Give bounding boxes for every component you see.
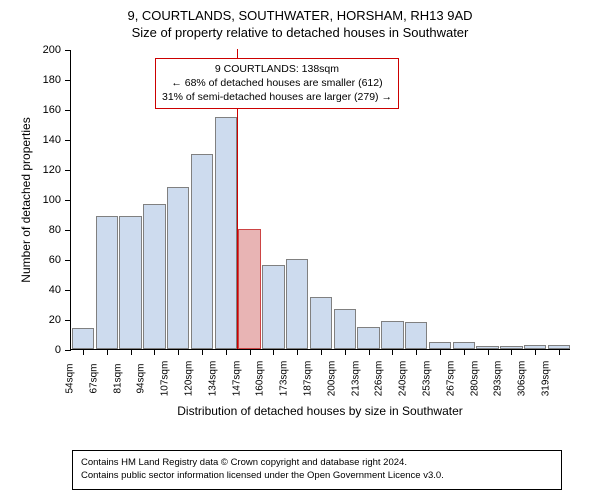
histogram-bar [143,204,165,350]
y-tick [65,260,71,261]
x-tick-label: 134sqm [207,361,218,397]
x-tick-label: 200sqm [326,361,337,397]
histogram-bar [453,342,475,350]
x-tick [535,349,536,355]
x-axis-label: Distribution of detached houses by size … [70,404,570,418]
x-tick [321,349,322,355]
y-tick-label: 180 [43,74,61,86]
x-tick-label: 319sqm [541,361,552,397]
x-tick-label: 267sqm [445,361,456,397]
x-tick-label: 107sqm [160,361,171,397]
histogram-bar [405,322,427,349]
x-tick [273,349,274,355]
y-tick-label: 140 [43,134,61,146]
histogram-bar [429,342,451,350]
annotation-line: 9 COURTLANDS: 138sqm [162,62,392,76]
x-tick-label: 306sqm [517,361,528,397]
histogram-bar [72,328,94,349]
footer-line: Contains HM Land Registry data © Crown c… [81,457,553,470]
y-tick [65,80,71,81]
y-tick-label: 40 [49,284,61,296]
y-tick [65,170,71,171]
y-tick [65,350,71,351]
x-tick [178,349,179,355]
x-tick [202,349,203,355]
annotation-box: 9 COURTLANDS: 138sqm← 68% of detached ho… [155,58,399,109]
x-tick-label: 213sqm [350,361,361,397]
x-tick-label: 94sqm [136,363,147,393]
x-tick-label: 147sqm [231,361,242,397]
y-tick [65,110,71,111]
x-tick-label: 54sqm [64,363,75,393]
histogram-bar [286,259,308,349]
x-tick [559,349,560,355]
x-tick [297,349,298,355]
x-tick [464,349,465,355]
x-tick-label: 160sqm [255,361,266,397]
histogram-bar [96,216,118,350]
histogram-bar [262,265,284,349]
x-tick [226,349,227,355]
histogram-bar [334,309,356,350]
footer-attribution: Contains HM Land Registry data © Crown c… [72,450,562,490]
y-tick [65,320,71,321]
x-tick-label: 253sqm [422,361,433,397]
y-tick-label: 0 [55,344,61,356]
x-tick [440,349,441,355]
x-tick-label: 293sqm [493,361,504,397]
y-tick [65,200,71,201]
histogram-bar [238,229,260,349]
x-tick-label: 120sqm [183,361,194,397]
y-tick [65,290,71,291]
x-tick [488,349,489,355]
histogram-bar [310,297,332,350]
x-tick [369,349,370,355]
page-title-sub: Size of property relative to detached ho… [0,23,600,40]
x-tick [416,349,417,355]
x-tick [107,349,108,355]
y-tick-label: 60 [49,254,61,266]
histogram-bar [119,216,141,350]
x-tick [345,349,346,355]
y-tick-label: 120 [43,164,61,176]
annotation-line: ← 68% of detached houses are smaller (61… [162,76,392,90]
y-tick [65,230,71,231]
x-tick [154,349,155,355]
x-tick-label: 67sqm [88,363,99,393]
x-tick [131,349,132,355]
x-tick [511,349,512,355]
y-tick-label: 20 [49,314,61,326]
footer-line: Contains public sector information licen… [81,470,553,483]
histogram-bar [215,117,237,350]
y-tick [65,50,71,51]
y-tick-label: 80 [49,224,61,236]
page-title-address: 9, COURTLANDS, SOUTHWATER, HORSHAM, RH13… [0,0,600,23]
annotation-line: 31% of semi-detached houses are larger (… [162,90,392,104]
x-tick [83,349,84,355]
x-tick-label: 240sqm [398,361,409,397]
y-tick-label: 200 [43,44,61,56]
x-tick-label: 187sqm [303,361,314,397]
x-tick-label: 173sqm [279,361,290,397]
x-tick-label: 280sqm [469,361,480,397]
histogram-bar [381,321,403,350]
histogram-bar [191,154,213,349]
x-tick [250,349,251,355]
y-tick-label: 160 [43,104,61,116]
histogram-bar [357,327,379,350]
y-axis-label: Number of detached properties [19,95,33,305]
y-tick [65,140,71,141]
x-tick-label: 226sqm [374,361,385,397]
x-tick [392,349,393,355]
y-tick-label: 100 [43,194,61,206]
x-tick-label: 81sqm [112,363,123,393]
histogram-bar [167,187,189,349]
